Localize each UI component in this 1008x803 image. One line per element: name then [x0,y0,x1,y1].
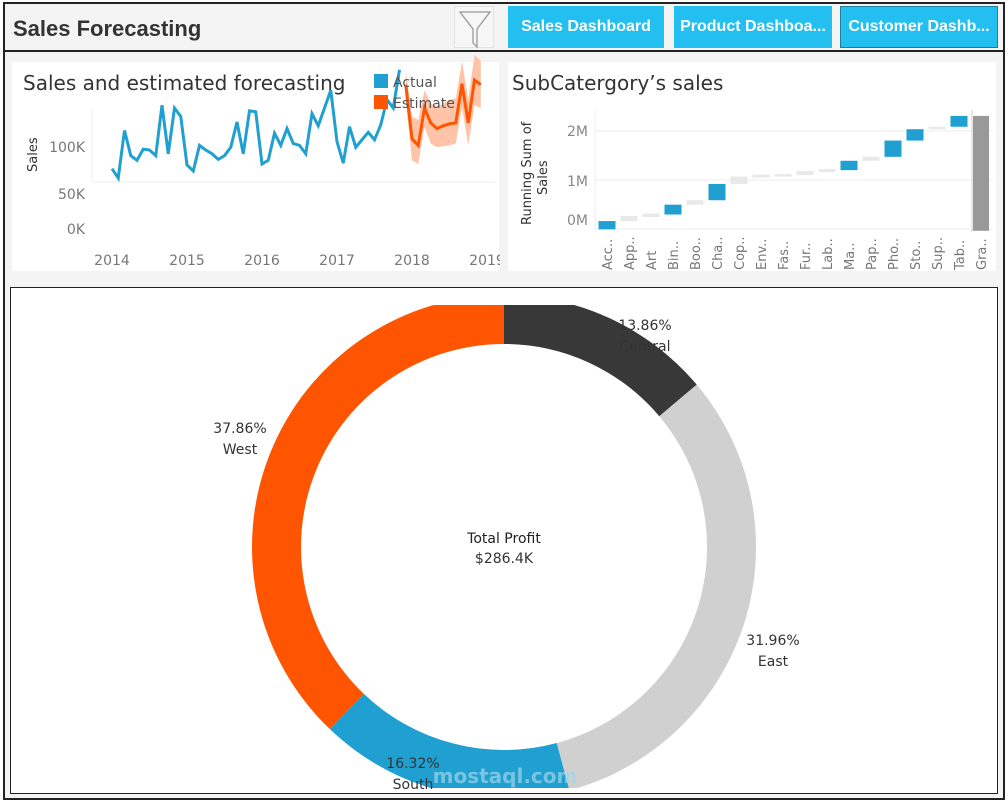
donut-center-title: Total Profit [466,531,541,547]
waterfall-bar[interactable] [664,204,682,215]
x-tick-label: Lab.. [821,238,836,270]
donut-slice-west[interactable] [252,295,504,730]
forecast-panel: Sales and estimated forecasting [12,62,499,271]
forecast-title: Sales and estimated forecasting [23,71,346,95]
legend-swatch-actual [374,74,388,88]
slice-percent-label: 13.86% [618,318,671,334]
actual-series-line [110,69,401,183]
y-tick-label: 0M [567,213,588,229]
funnel-icon[interactable] [454,6,494,49]
product-dashboard-button[interactable]: Product Dashboa... [674,6,832,48]
donut-center-value: $286.4K [475,551,534,567]
y-axis-label: Sales [26,137,41,172]
waterfall-chart: 0M 1M 2M Running Sum ofSales Acc.. App.. Art Bi… [520,110,993,271]
y-tick-label: 1M [567,174,588,190]
slice-region-label: Central [620,339,671,355]
waterfall-bar[interactable] [862,156,880,161]
waterfall-bar[interactable] [620,215,638,222]
x-tick-label: 2015 [169,253,205,269]
x-tick-label: Gra.. [975,238,990,270]
y-tick-label: 2M [567,124,588,140]
waterfall-bar[interactable] [642,213,660,217]
waterfall-bar[interactable] [708,183,726,201]
y-axis-label: Running Sum ofSales [520,121,551,225]
x-tick-label: App.. [623,236,638,270]
legend-label: Estimate [393,96,455,112]
waterfall-bar[interactable] [840,160,858,171]
x-tick-label: 2017 [319,253,355,269]
waterfall-bar[interactable] [730,176,748,184]
estimate-confidence-band [405,54,481,165]
x-tick-label: Art [645,251,660,270]
x-tick-label: Sto.. [909,241,924,270]
waterfall-bar[interactable] [884,140,902,157]
waterfall-bar[interactable] [774,174,792,177]
x-tick-label: Fas.. [777,241,792,270]
forecast-chart: 0K 50K 100K 2014 2015 2016 2017 2018 2019 Sales Ac… [26,54,500,269]
slice-percent-label: 37.86% [213,421,266,437]
legend-label: Actual [393,75,437,91]
y-tick-label: 50K [58,187,86,203]
slice-region-label: South [393,777,434,793]
donut-slice-east[interactable] [556,384,756,791]
x-tick-label: Pho.. [887,238,902,270]
x-tick-label: 2018 [394,253,430,269]
waterfall-bar[interactable] [598,221,616,230]
slice-percent-label: 16.32% [386,756,439,772]
x-tick-label: Env.. [755,239,770,270]
page-title: Sales Forecasting [13,16,202,41]
slice-region-label: West [223,442,258,458]
x-tick-label: Tab.. [953,240,968,271]
waterfall-bar[interactable] [906,129,924,141]
watermark: mostaql.com [433,764,578,788]
x-tick-label: Ma.. [843,243,858,270]
waterfall-bar[interactable] [973,115,989,231]
x-tick-label: Bin.. [667,241,682,270]
x-tick-label: Boo.. [689,237,704,270]
header: Sales Forecasting Sales Dashboard Produc… [5,4,1003,52]
x-tick-label: Fur.. [799,243,814,270]
x-tick-label: Cop.. [733,236,748,270]
waterfall-bar[interactable] [928,126,946,130]
waterfall-bar[interactable] [818,169,836,173]
x-tick-label: 2014 [94,253,130,269]
waterfall-bar[interactable] [752,174,770,178]
sales-dashboard-button[interactable]: Sales Dashboard [508,6,664,48]
waterfall-bar[interactable] [686,200,704,205]
x-tick-label: Acc.. [601,239,616,270]
x-tick-label: 2016 [244,253,280,269]
profit-panel [10,287,998,794]
waterfall-bar[interactable] [950,115,968,127]
slice-percent-label: 31.96% [746,633,799,649]
x-tick-label: Pap.. [865,238,880,270]
waterfall-bar[interactable] [796,171,814,176]
subcategory-panel: SubCatergory’s sales [508,62,996,271]
legend-swatch-estimate [374,95,388,109]
x-tick-label: Cha.. [711,236,726,270]
donut-slice-central[interactable] [504,295,697,417]
donut-slice-south[interactable] [329,693,570,799]
y-tick-label: 0K [67,222,86,238]
estimate-series-line [404,77,482,149]
x-tick-label: Sup.. [931,237,946,270]
customer-dashboard-button[interactable]: Customer Dashb... [840,6,998,48]
x-tick-label: 2019 [469,253,500,269]
y-tick-label: 100K [49,140,86,156]
subcategory-title: SubCatergory’s sales [512,71,724,95]
slice-region-label: East [758,654,789,670]
